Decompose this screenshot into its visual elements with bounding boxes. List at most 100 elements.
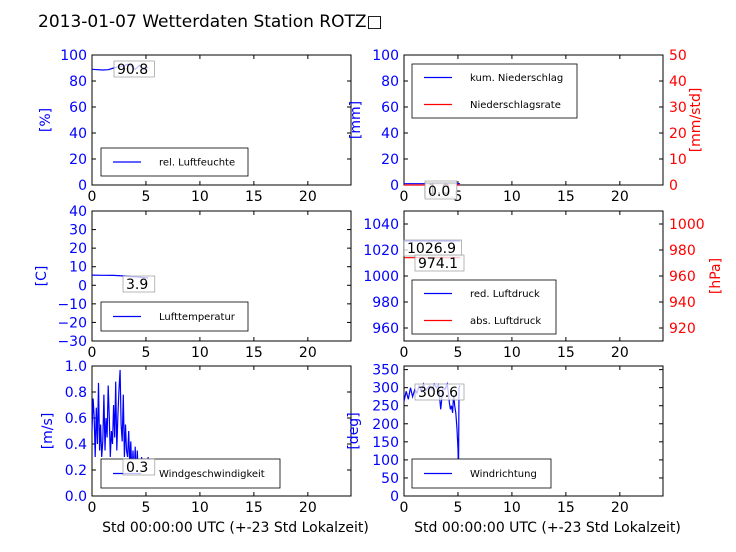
legend-label: abs. Luftdruck [470, 316, 541, 327]
y-axis-label: [C] [34, 266, 50, 287]
x-tick-label: 0 [88, 345, 97, 361]
x-tick-label: 20 [299, 500, 317, 516]
x-tick-label: 20 [611, 500, 629, 516]
legend-box [100, 147, 249, 177]
x-axis-label: Std 00:00:00 UTC (+-23 Std Lokalzeit) [414, 520, 681, 536]
legend: kum. Niederschlag Niederschlagsrate [411, 63, 578, 119]
x-tick-label: 10 [191, 500, 209, 516]
y-tick-label: 0.6 [65, 411, 87, 427]
y-right-tick-label: 40 [669, 74, 687, 90]
y-tick-label: 100 [372, 48, 399, 64]
y-axis-label: [mm] [348, 101, 364, 139]
y-right-tick-label: 980 [669, 243, 696, 259]
y-tick-label: 30 [69, 223, 87, 239]
x-tick-label: 15 [245, 189, 263, 205]
x-tick-label: 20 [299, 189, 317, 205]
value-annotation-box [122, 458, 156, 476]
y-tick-label: −20 [57, 315, 87, 331]
legend-label: Windgeschwindigkeit [159, 469, 265, 480]
legend-box [411, 63, 578, 119]
value-annotation: 1026.9 [407, 241, 456, 257]
panel-5: 0 5 10 15 20 0.0 0.2 0.4 0.6 0.8 1.0 [m/s] Std 00:00… [40, 359, 369, 536]
value-annotation-box [424, 182, 458, 200]
x-tick-label: 5 [453, 189, 462, 205]
y-tick-label: 1.0 [65, 359, 87, 375]
y-right-tick-label: 20 [669, 126, 687, 142]
value-annotation: 3.9 [126, 277, 148, 293]
x-axis-label: Std 00:00:00 UTC (+-23 Std Lokalzeit) [102, 520, 369, 536]
legend-label: Lufttemperatur [159, 312, 236, 323]
value-annotation-box [414, 383, 465, 401]
x-tick-label: 20 [611, 345, 629, 361]
y-tick-label: 0.8 [65, 385, 87, 401]
value-annotation-box [414, 254, 465, 272]
value-annotation: 306.6 [418, 385, 458, 401]
x-tick-label: 15 [557, 189, 575, 205]
x-tick-label: 15 [557, 500, 575, 516]
x-tick-label: 5 [141, 345, 150, 361]
y-tick-label: 0.4 [65, 437, 87, 453]
y-axis-label: [%] [38, 108, 54, 132]
y-right-axis-label: [hPa] [708, 258, 724, 294]
y-tick-label: 0 [78, 278, 87, 294]
x-tick-label: 0 [400, 345, 409, 361]
y-tick-label: 1020 [363, 243, 399, 259]
y-tick-label: 20 [69, 152, 87, 168]
legend-label: red. Luftdruck [470, 289, 540, 300]
y-tick-label: 50 [381, 471, 399, 487]
y-right-axis-label: [mm/std] [688, 88, 704, 153]
legend-label: rel. Luftfeuchte [159, 158, 235, 169]
y-tick-label: 150 [372, 435, 399, 451]
y-right-tick-label: 50 [669, 48, 687, 64]
y-tick-label: 0 [390, 178, 399, 194]
legend: Lufttemperatur [100, 301, 249, 332]
y-tick-label: 10 [69, 260, 87, 276]
y-right-tick-label: 0 [669, 178, 678, 194]
x-tick-label: 5 [453, 345, 462, 361]
x-tick-label: 20 [299, 345, 317, 361]
y-tick-label: 40 [381, 126, 399, 142]
legend-label: Niederschlagsrate [470, 100, 561, 111]
chart-title: 2013-01-07 Wetterdaten Station ROTZ□ [38, 12, 383, 32]
legend-label: kum. Niederschlag [470, 73, 563, 84]
x-tick-label: 0 [400, 189, 409, 205]
y-right-tick-label: 960 [669, 269, 696, 285]
y-tick-label: −30 [57, 334, 87, 350]
y-tick-label: 0.2 [65, 463, 87, 479]
legend-label: Windrichtung [470, 469, 537, 480]
y-tick-label: 20 [69, 241, 87, 257]
y-tick-label: 960 [372, 321, 399, 337]
y-tick-label: 80 [381, 74, 399, 90]
y-tick-label: 350 [372, 363, 399, 379]
x-tick-label: 10 [191, 345, 209, 361]
panel-3: 0 5 10 15 20 −30 −20 −10 0 10 20 30 40 [C] Lufttempera… [34, 204, 352, 361]
x-tick-label: 0 [88, 189, 97, 205]
x-tick-label: 20 [611, 189, 629, 205]
x-tick-label: 15 [245, 500, 263, 516]
y-tick-label: 60 [381, 100, 399, 116]
y-tick-label: 40 [69, 204, 87, 220]
x-tick-label: 0 [400, 500, 409, 516]
legend: rel. Luftfeuchte [100, 147, 249, 177]
y-tick-label: 60 [69, 100, 87, 116]
panel-2: 0 5 10 15 20 0 20 40 60 80 100 0 10 20 30 40 50 [mm] [mm/s… [348, 48, 704, 205]
y-right-tick-label: 10 [669, 152, 687, 168]
value-annotation: 974.1 [418, 256, 458, 272]
y-tick-label: 40 [69, 126, 87, 142]
x-tick-label: 5 [141, 189, 150, 205]
y-tick-label: 200 [372, 417, 399, 433]
y-right-tick-label: 940 [669, 295, 696, 311]
panel-4: 0 5 10 15 20 960 980 1000 1020 1040 920 940 960 980 10… [363, 210, 724, 361]
y-tick-label: 0 [78, 178, 87, 194]
x-tick-label: 15 [245, 345, 263, 361]
y-tick-label: 1040 [363, 217, 399, 233]
x-tick-label: 10 [503, 189, 521, 205]
legend: Windrichtung [411, 458, 552, 489]
y-right-tick-label: 30 [669, 100, 687, 116]
y-axis-label: [deg] [346, 412, 362, 449]
value-annotation-box [122, 275, 156, 293]
y-tick-label: 0.0 [65, 489, 87, 505]
